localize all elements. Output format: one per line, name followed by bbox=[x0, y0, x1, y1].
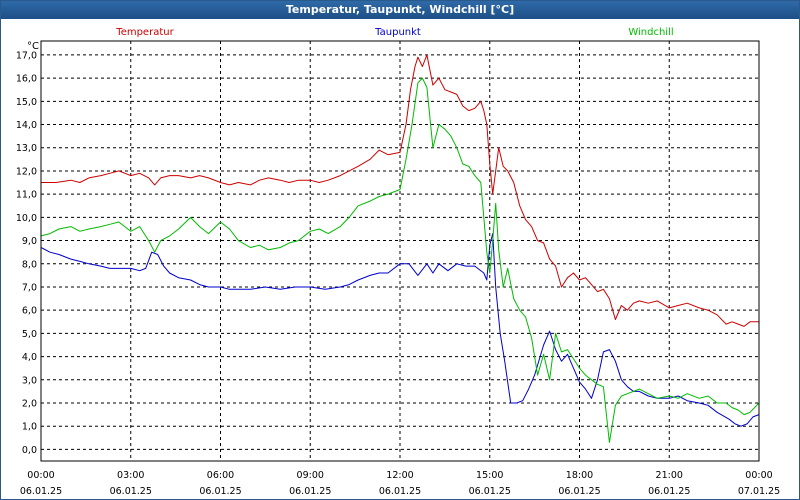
x-tick-date: 06.01.25 bbox=[469, 486, 511, 497]
x-axis-labels: 00:00 06.01.25 03:00 06.01.25 06:00 06.01.25 0… bbox=[20, 470, 780, 497]
y-tick-label: 8,0 bbox=[22, 259, 37, 270]
series-line-windchill bbox=[40, 77, 760, 443]
y-tick-label: 4,0 bbox=[22, 352, 37, 363]
y-tick-label: 6,0 bbox=[22, 306, 37, 317]
x-tick-time: 00:00 bbox=[27, 470, 54, 481]
series-line-temperatur bbox=[41, 54, 759, 327]
y-tick-label: 11,0 bbox=[16, 190, 37, 201]
window-title: Temperatur, Taupunkt, Windchill [°C] bbox=[1, 1, 799, 19]
x-tick-date: 06.01.25 bbox=[558, 486, 600, 497]
y-tick-label: 10,0 bbox=[16, 213, 37, 224]
y-tick-label: 16,0 bbox=[16, 74, 37, 85]
legend: Temperatur Taupunkt Windchill bbox=[115, 27, 673, 38]
series-line-taupunkt bbox=[40, 233, 760, 427]
y-tick-label: 14,0 bbox=[16, 120, 37, 131]
x-tick-date: 06.01.25 bbox=[379, 486, 421, 497]
x-tick-date: 06.01.25 bbox=[110, 486, 152, 497]
y-tick-label: 3,0 bbox=[22, 375, 37, 386]
x-tick-date: 07.01.25 bbox=[738, 486, 780, 497]
series-lines bbox=[40, 54, 760, 443]
grid-lines bbox=[41, 41, 759, 461]
y-tick-label: 15,0 bbox=[16, 97, 37, 108]
y-tick-label: 7,0 bbox=[22, 282, 37, 293]
y-tick-label: 17,0 bbox=[16, 50, 37, 61]
y-tick-label: 13,0 bbox=[16, 143, 37, 154]
x-tick-date: 06.01.25 bbox=[648, 486, 690, 497]
y-axis-labels: 0,0 1,0 2,0 3,0 4,0 5,0 6,0 7,0 8,0 9,0 10,0 11,0 12… bbox=[16, 50, 37, 455]
x-tick-date: 06.01.25 bbox=[20, 486, 62, 497]
y-tick-label: 1,0 bbox=[22, 422, 37, 433]
x-tick-time: 21:00 bbox=[656, 470, 683, 481]
x-tick-time: 12:00 bbox=[386, 470, 413, 481]
x-tick-time: 00:00 bbox=[745, 470, 772, 481]
plot-area-border bbox=[40, 40, 760, 462]
x-tick-time: 18:00 bbox=[566, 470, 593, 481]
x-tick-time: 15:00 bbox=[476, 470, 503, 481]
x-tick-time: 09:00 bbox=[297, 470, 324, 481]
y-tick-label: 5,0 bbox=[22, 329, 37, 340]
y-tick-label: 2,0 bbox=[22, 398, 37, 409]
legend-windchill: Windchill bbox=[628, 27, 673, 38]
x-tick-date: 06.01.25 bbox=[199, 486, 241, 497]
legend-temperatur: Temperatur bbox=[115, 27, 174, 38]
y-tick-label: 12,0 bbox=[16, 166, 37, 177]
x-tick-time: 03:00 bbox=[117, 470, 144, 481]
x-tick-date: 06.01.25 bbox=[289, 486, 331, 497]
x-tick-time: 06:00 bbox=[207, 470, 234, 481]
legend-taupunkt: Taupunkt bbox=[374, 27, 421, 38]
y-axis-unit: °C bbox=[27, 41, 39, 52]
y-tick-label: 0,0 bbox=[22, 445, 37, 456]
y-tick-label: 9,0 bbox=[22, 236, 37, 247]
